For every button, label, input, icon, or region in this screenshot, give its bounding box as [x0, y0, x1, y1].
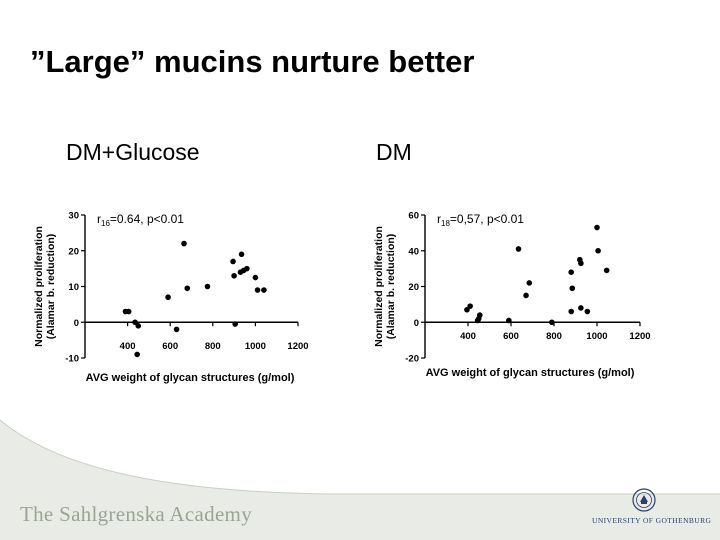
chart-heading-right: DM [376, 139, 412, 165]
correlation-annotation: r18=0,57, p<0.01 [437, 212, 524, 228]
data-point [523, 292, 529, 299]
data-point [464, 306, 470, 313]
footer-academy-name: The Sahlgrenska Academy [20, 502, 252, 526]
data-point [549, 319, 555, 326]
data-point [603, 267, 610, 274]
data-point [184, 285, 191, 292]
data-point [578, 260, 584, 267]
correlation-annotation: r16=0.64, p<0.01 [97, 212, 184, 228]
x-tick-label: 800 [546, 331, 562, 342]
y-tick-label: 20 [408, 282, 419, 293]
data-point [173, 326, 180, 333]
data-point [584, 308, 591, 315]
data-point [568, 269, 574, 276]
data-point [204, 283, 211, 290]
x-tick-label: 1200 [629, 331, 650, 342]
y-tick-label: 0 [74, 318, 79, 329]
x-tick-label: 1000 [245, 341, 266, 352]
data-point [594, 224, 600, 231]
data-point [135, 323, 142, 329]
x-axis-title: AVG weight of glycan structures (g/mol) [86, 372, 295, 384]
data-point [181, 240, 187, 247]
footer-wave-line [0, 419, 720, 495]
data-point [569, 285, 576, 292]
y-tick-label: 20 [68, 246, 79, 257]
y-tick-label: 0 [414, 318, 419, 329]
data-point [515, 246, 522, 252]
x-tick-label: 400 [120, 341, 136, 352]
y-tick-label: -10 [65, 354, 79, 365]
y-tick-label: -20 [405, 354, 419, 365]
slide-title: ”Large” mucins nurture better [30, 44, 475, 79]
y-axis-title: Normalized proliferation (Alamar b. reduc… [373, 226, 397, 347]
y-axis-title-line1: Normalized proliferation [373, 226, 385, 347]
data-point [132, 319, 138, 326]
data-point [230, 258, 236, 265]
x-axis-title: AVG weight of glycan structures (g/mol) [426, 367, 635, 379]
y-axis-title-line2: (Alamar b. reduction) [45, 234, 57, 340]
y-tick-label: 30 [68, 211, 79, 222]
x-tick-label: 1200 [287, 341, 308, 352]
data-point [254, 287, 261, 293]
footer-wave [0, 420, 720, 540]
data-point [467, 303, 473, 309]
data-point [578, 305, 584, 311]
data-point [526, 280, 533, 286]
data-point [125, 308, 132, 315]
data-point [165, 294, 171, 301]
data-point [568, 308, 574, 315]
x-tick-label: 400 [460, 331, 476, 342]
university-seal-icon [632, 488, 656, 512]
footer-university-name: UNIVERSITY OF GOTHENBURG [592, 516, 712, 525]
y-tick-label: 40 [408, 246, 419, 257]
chart-heading-left: DM+Glucose [66, 139, 200, 165]
data-point [595, 247, 601, 254]
y-tick-label: 60 [408, 211, 419, 222]
data-point [506, 317, 512, 324]
y-axis-title-line1: Normalized proliferation [33, 226, 45, 347]
data-point [232, 321, 238, 327]
x-tick-label: 1000 [586, 331, 607, 342]
data-point [238, 251, 245, 258]
x-tick-label: 600 [503, 331, 519, 342]
data-point [231, 272, 237, 279]
y-axis-title-line2: (Alamar b. reduction) [385, 234, 397, 340]
x-tick-label: 600 [162, 341, 178, 352]
data-point [244, 265, 250, 272]
data-point [261, 287, 267, 293]
x-tick-label: 800 [205, 341, 221, 352]
data-point [475, 315, 482, 322]
y-tick-label: 10 [68, 282, 79, 293]
data-point [252, 274, 259, 281]
y-axis-title: Normalized proliferation (Alamar b. reduc… [33, 226, 57, 347]
data-point [134, 351, 140, 358]
